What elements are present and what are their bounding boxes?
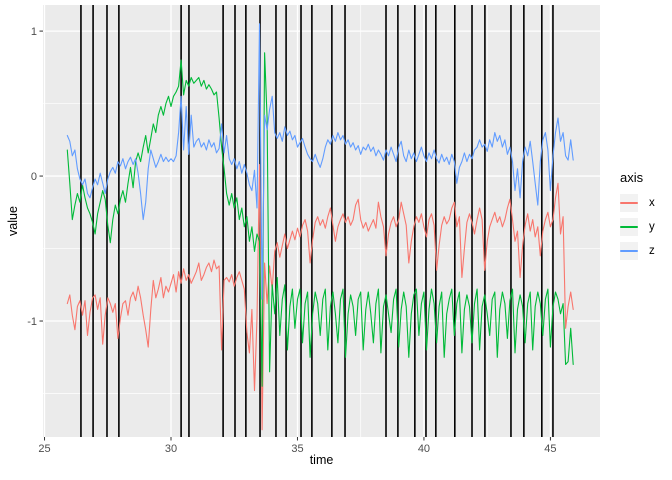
y-tick-label: 1 (31, 26, 37, 38)
x-axis-title: time (309, 453, 334, 467)
x-tick-label: 25 (38, 443, 50, 455)
legend-label-x: x (649, 197, 655, 209)
x-tick-label: 45 (544, 443, 556, 455)
series-line-y (66, 52, 574, 387)
axis-ticks-layer (39, 30, 551, 441)
series-line-z (66, 23, 574, 300)
tick-labels-layer: 25 30 35 40 45 -1 0 1 (27, 26, 556, 455)
legend-key-line-z (620, 249, 638, 253)
panel-background (43, 5, 600, 437)
series-line-x (66, 163, 574, 431)
legend-key-box (620, 242, 638, 260)
legend-key-box (620, 194, 638, 212)
legend-key-box (620, 218, 638, 236)
x-tick-label: 40 (418, 443, 430, 455)
legend-label-z: z (649, 245, 655, 257)
y-tick-label: -1 (27, 316, 37, 328)
legend-label-y: y (649, 221, 655, 233)
y-axis-title: value (6, 206, 20, 236)
legend-key-line-y (620, 225, 638, 229)
legend-title: axis (620, 170, 644, 185)
x-tick-label: 35 (291, 443, 303, 455)
legend-key-line-x (620, 201, 638, 205)
legend-entry-z: z (620, 242, 655, 260)
series-layer (66, 23, 574, 431)
x-tick-label: 30 (165, 443, 177, 455)
legend: axis x y z (620, 170, 655, 266)
y-tick-label: 0 (31, 171, 37, 183)
legend-entry-y: y (620, 218, 655, 236)
legend-entry-x: x (620, 194, 655, 212)
panel-layer (43, 5, 600, 437)
